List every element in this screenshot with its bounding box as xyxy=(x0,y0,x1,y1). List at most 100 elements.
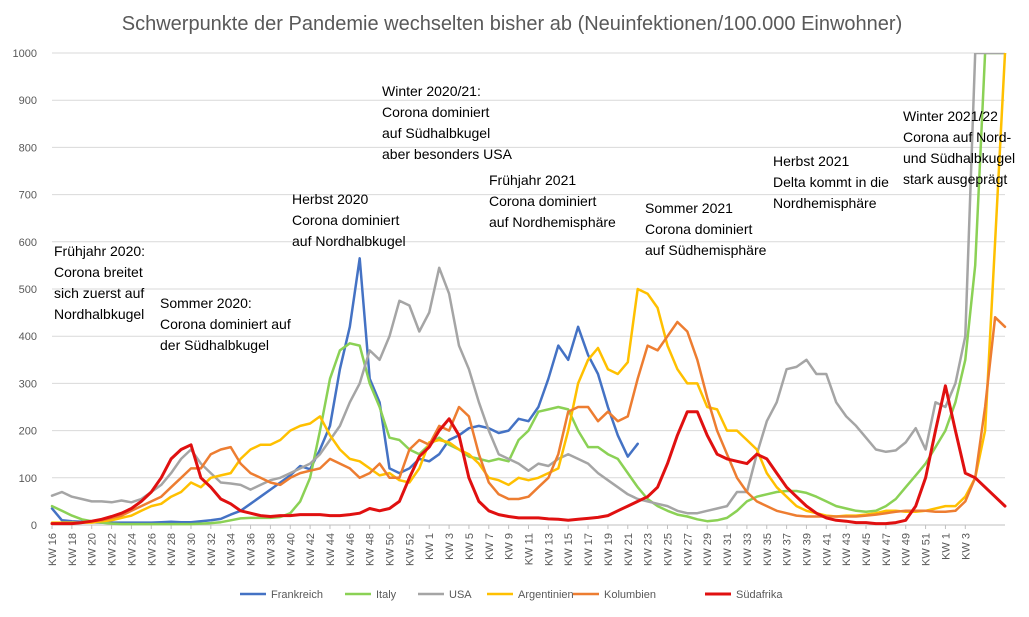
x-tick-label: KW 16 xyxy=(47,533,59,566)
annotation-text: auf Südhemisphäre xyxy=(645,242,767,258)
x-tick-label: KW 35 xyxy=(762,533,774,566)
series-line-usa xyxy=(50,53,1007,515)
x-tick-label: KW 18 xyxy=(67,533,79,566)
y-tick-label: 0 xyxy=(31,520,37,532)
x-tick-label: KW 19 xyxy=(603,533,615,566)
annotation-text: Corona dominiert xyxy=(292,212,399,228)
x-tick-label: KW 48 xyxy=(365,533,377,566)
y-tick-label: 900 xyxy=(19,95,37,107)
legend-label: Italy xyxy=(376,589,397,601)
annotation-text: Winter 2021/22 xyxy=(903,108,998,124)
x-tick-label: KW 11 xyxy=(524,533,536,565)
x-axis-ticks: KW 16 KW 18 KW 20 KW 22 KW 24 KW 26 KW 28 KW 30… xyxy=(47,525,972,566)
x-tick-label: KW 27 xyxy=(682,533,694,566)
legend-label: Südafrika xyxy=(736,589,783,601)
annotation-text: stark ausgeprägt xyxy=(903,171,1007,187)
legend-label: Argentinien xyxy=(518,589,574,601)
x-tick-label: KW 40 xyxy=(285,533,297,566)
x-tick-label: KW 31 xyxy=(722,533,734,566)
x-tick-label: KW 44 xyxy=(325,533,337,566)
x-tick-label: KW 33 xyxy=(742,533,754,566)
annotation-text: Corona dominiert auf xyxy=(160,316,291,332)
series-line-argentinien xyxy=(50,53,1007,524)
x-tick-label: KW 20 xyxy=(87,533,99,566)
series-lines xyxy=(50,53,1007,526)
x-tick-label: KW 5 xyxy=(464,533,476,560)
annotation-text: Corona breitet xyxy=(54,264,143,280)
x-tick-label: KW 41 xyxy=(821,533,833,566)
annotation-text: Herbst 2020 xyxy=(292,191,368,207)
x-tick-label: KW 9 xyxy=(504,533,516,560)
x-tick-label: KW 30 xyxy=(186,533,198,566)
annotation-text: Herbst 2021 xyxy=(773,153,849,169)
x-tick-label: KW 26 xyxy=(146,533,158,566)
annotation-text: Sommer 2020: xyxy=(160,295,252,311)
x-tick-label: KW 43 xyxy=(841,533,853,566)
x-tick-label: KW 42 xyxy=(305,533,317,566)
y-tick-label: 300 xyxy=(19,378,37,390)
x-tick-label: KW 17 xyxy=(583,533,595,566)
x-tick-label: KW 24 xyxy=(126,533,138,566)
annotation-text: sich zuerst auf xyxy=(54,285,144,301)
x-tick-label: KW 23 xyxy=(643,533,655,566)
x-tick-label: KW 3 xyxy=(444,533,456,560)
series-line-kolumbien xyxy=(50,316,1007,525)
x-tick-label: KW 47 xyxy=(881,533,893,566)
x-tick-label: KW 13 xyxy=(543,533,555,566)
y-tick-label: 800 xyxy=(19,142,37,154)
annotation-text: Nordhalbkugel xyxy=(54,306,144,322)
x-tick-label: KW 46 xyxy=(345,533,357,566)
legend-label: Kolumbien xyxy=(604,589,656,601)
x-tick-label: KW 28 xyxy=(166,533,178,566)
x-tick-label: KW 21 xyxy=(623,533,635,566)
chart-title: Schwerpunkte der Pandemie wechselten bis… xyxy=(122,13,902,35)
x-tick-label: KW 29 xyxy=(702,533,714,566)
x-tick-label: KW 37 xyxy=(782,533,794,566)
legend-label: Frankreich xyxy=(271,589,323,601)
annotation-text: Frühjahr 2021 xyxy=(489,172,576,188)
x-tick-label: KW 52 xyxy=(404,533,416,566)
annotation-text: Corona auf Nord- xyxy=(903,129,1012,145)
annotation-text: auf Nordhalbkugel xyxy=(292,233,406,249)
annotation-text: Corona dominiert xyxy=(382,104,489,120)
annotation-text: Winter 2020/21: xyxy=(382,83,481,99)
y-tick-label: 1000 xyxy=(13,48,37,60)
annotation-text: Frühjahr 2020: xyxy=(54,243,145,259)
x-tick-label: KW 34 xyxy=(226,533,238,566)
y-tick-label: 600 xyxy=(19,237,37,249)
annotation-text: Sommer 2021 xyxy=(645,200,733,216)
x-tick-label: KW 51 xyxy=(921,533,933,566)
y-axis-ticks: 0 100 200 300 400 500 600 700 800 900 1000 xyxy=(13,48,37,532)
x-tick-label: KW 25 xyxy=(662,533,674,566)
x-tick-label: KW 1 xyxy=(424,533,436,560)
annotation-text: Nordhemisphäre xyxy=(773,195,877,211)
legend-label: USA xyxy=(449,589,472,601)
x-tick-label: KW 49 xyxy=(901,533,913,566)
x-tick-label: KW 50 xyxy=(385,533,397,566)
annotation-text: auf Nordhemisphäre xyxy=(489,214,616,230)
y-tick-label: 500 xyxy=(19,284,37,296)
annotation-text: und Südhalbkugel xyxy=(903,150,1015,166)
x-tick-label: KW 7 xyxy=(484,533,496,560)
series-line-südafrika xyxy=(50,384,1007,526)
x-tick-label: KW 45 xyxy=(861,533,873,566)
x-tick-label: KW 15 xyxy=(563,533,575,566)
series-line-italy xyxy=(50,53,1007,526)
y-tick-label: 100 xyxy=(19,473,37,485)
annotation-text: Corona dominiert xyxy=(489,193,596,209)
x-tick-label: KW 1 xyxy=(940,533,952,560)
y-tick-label: 200 xyxy=(19,426,37,438)
annotation-text: Delta kommt in die xyxy=(773,174,889,190)
x-tick-label: KW 38 xyxy=(265,533,277,566)
annotation-text: Corona dominiert xyxy=(645,221,752,237)
annotation-text: der Südhalbkugel xyxy=(160,337,269,353)
x-tick-label: KW 36 xyxy=(246,533,258,566)
annotations: Frühjahr 2020: Corona breitet sich zuerst … xyxy=(54,83,1015,353)
y-tick-label: 400 xyxy=(19,331,37,343)
y-tick-label: 700 xyxy=(19,190,37,202)
x-tick-label: KW 22 xyxy=(107,533,119,566)
x-tick-label: KW 32 xyxy=(206,533,218,566)
annotation-text: auf Südhalbkugel xyxy=(382,125,490,141)
x-tick-label: KW 39 xyxy=(801,533,813,566)
